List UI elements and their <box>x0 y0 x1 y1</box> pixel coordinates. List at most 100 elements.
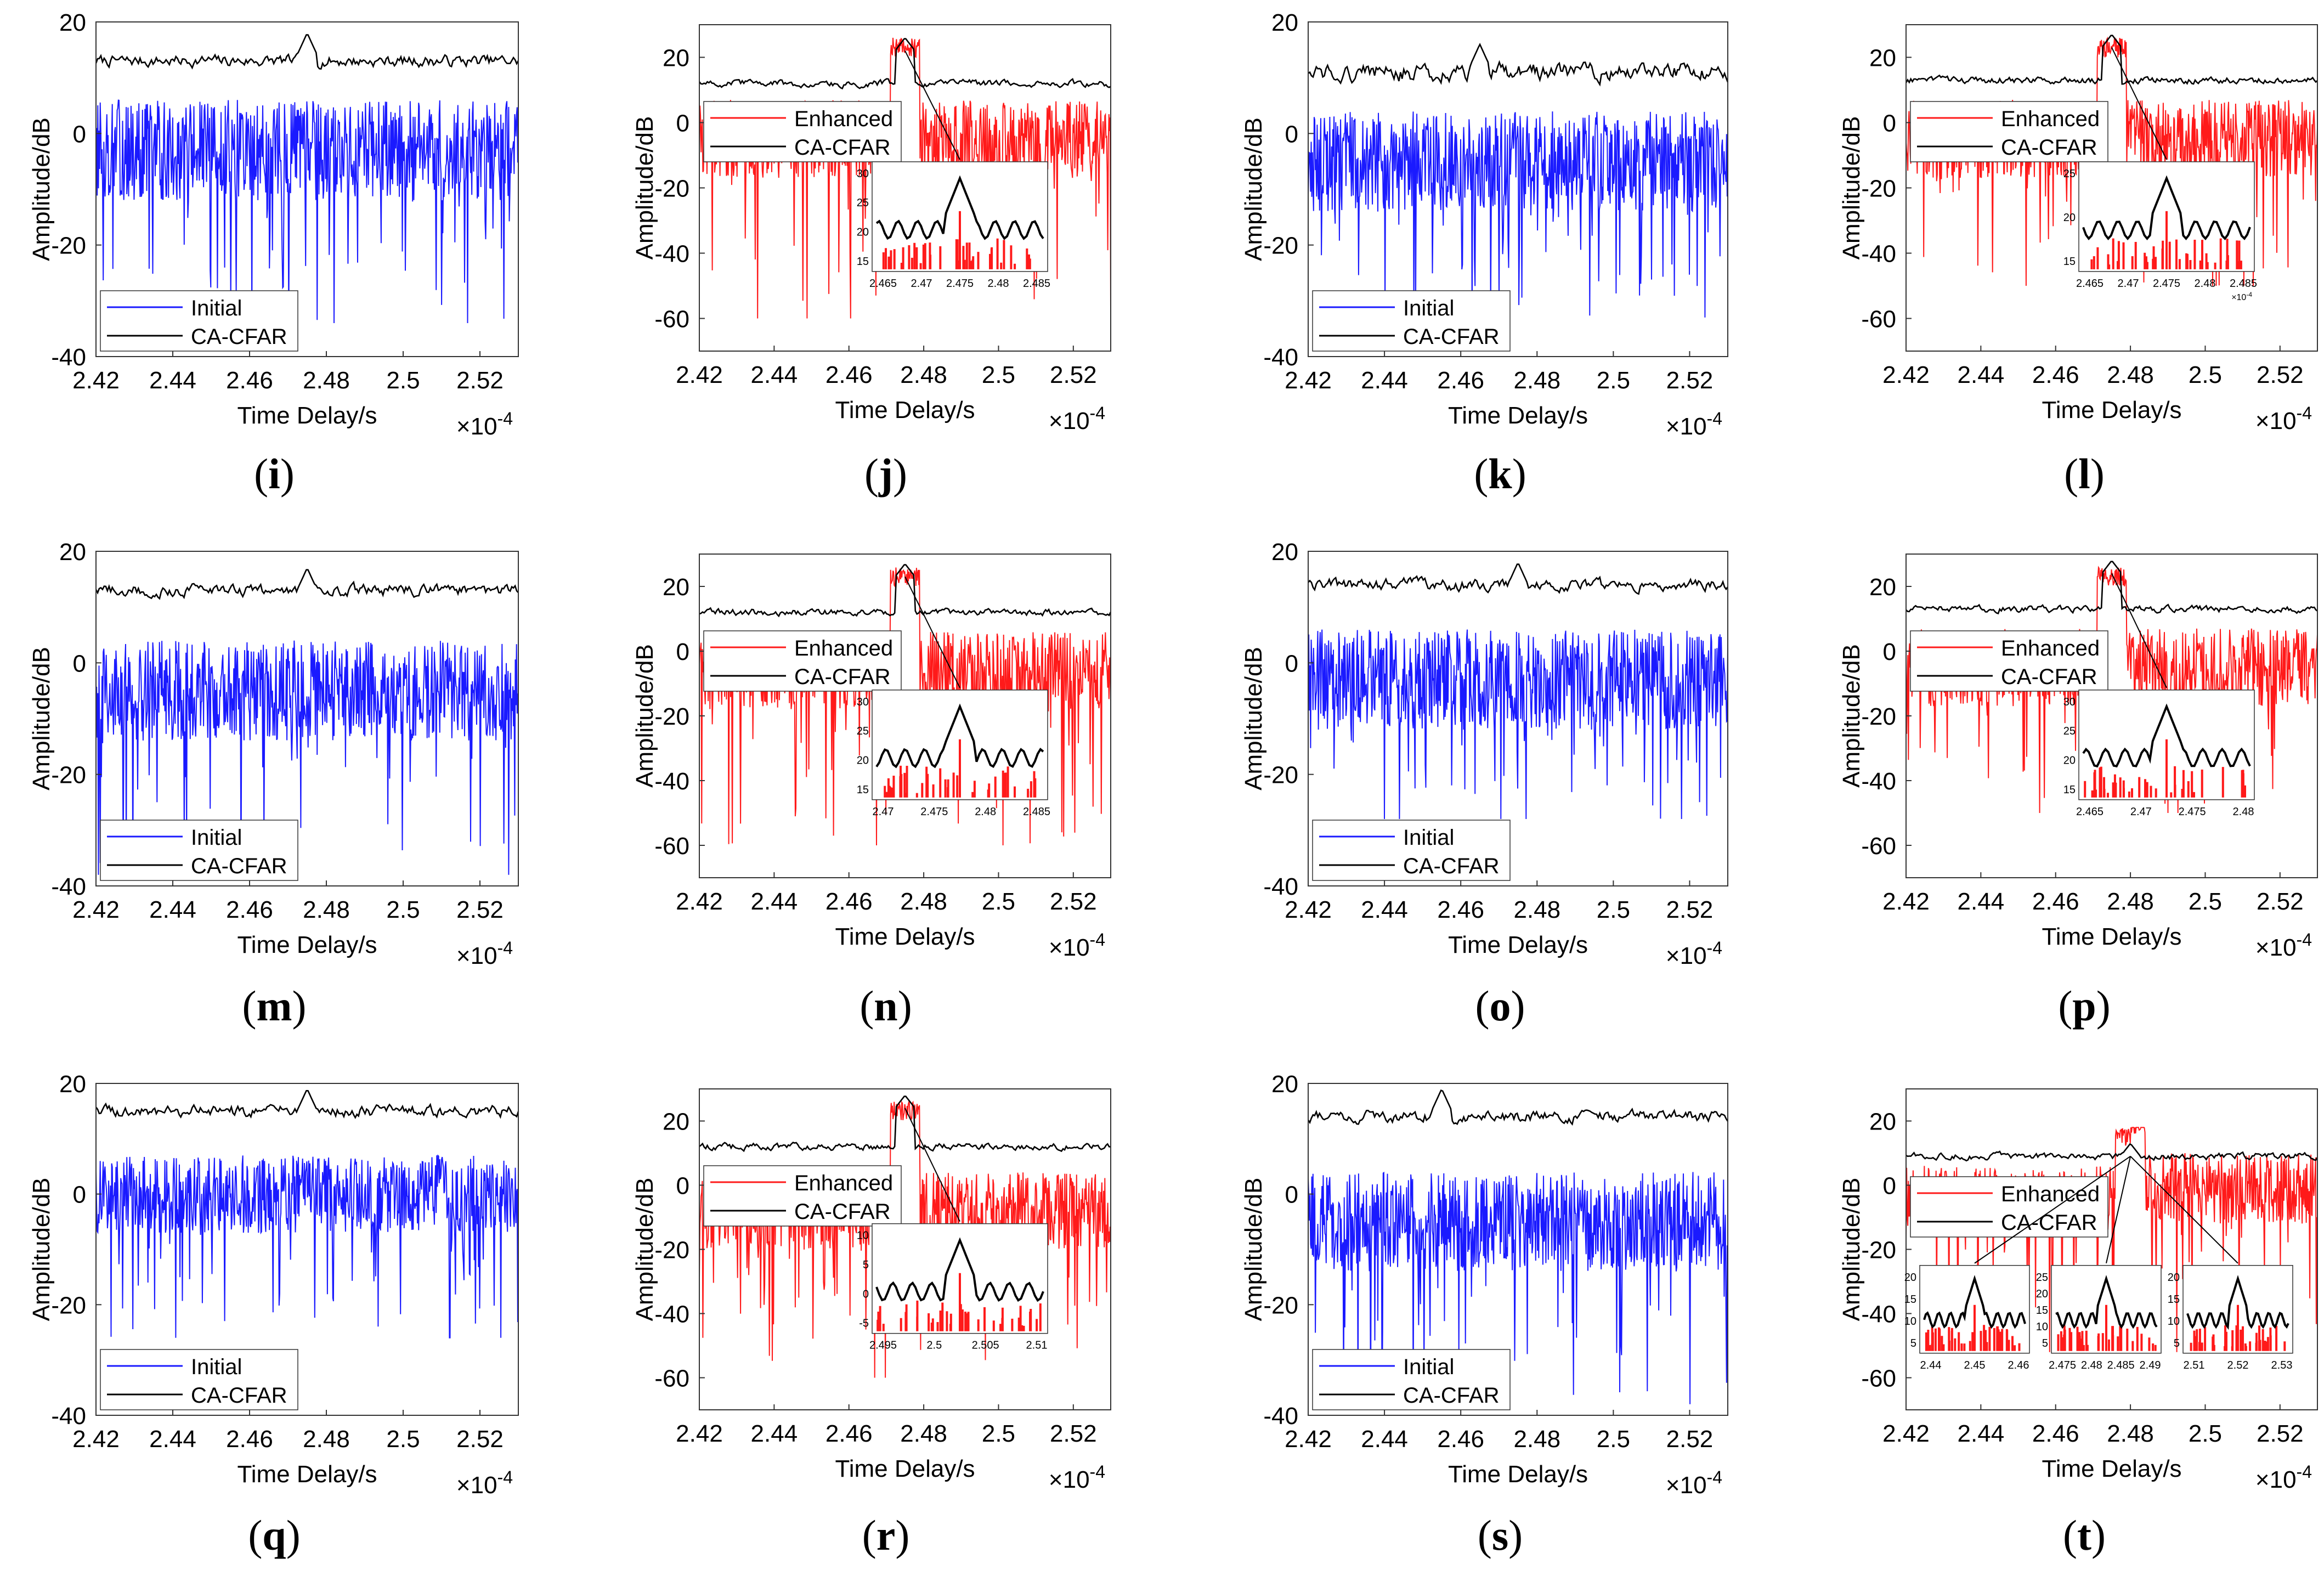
inset: 30 25 20 152.465 2.47 2.475 2.48 <box>2063 573 2255 818</box>
x-tick-label: 2.42 <box>676 1420 723 1447</box>
y-tick-label: 20 <box>59 9 86 36</box>
y-tick-label: 20 <box>1869 45 1896 72</box>
x-axis-label: Time Delay/s <box>1448 931 1588 958</box>
x-tick-label: 2.44 <box>751 888 798 915</box>
series-ca-cfar-line <box>1905 561 2318 615</box>
inset-enhanced-line <box>882 211 1031 269</box>
panel-caption: (t) <box>2063 1511 2106 1559</box>
inset-x-tick-label: 2.47 <box>911 278 932 290</box>
inset-x-tick-label: 2.485 <box>2107 1359 2135 1371</box>
legend-label: Enhanced <box>2001 107 2100 131</box>
x-tick-label: 2.42 <box>676 362 723 388</box>
panel-caption: (k) <box>1474 450 1526 498</box>
panel-q: 20 0 -20 -402.42 2.44 2.46 2.48 2.5 2.52 Time Del… <box>28 1071 519 1499</box>
inset-ca-cfar-line <box>2082 703 2251 768</box>
x-tick-label: 2.48 <box>900 1420 947 1447</box>
x-tick-label: 2.44 <box>1958 1420 2005 1447</box>
x-tick-label: 2.42 <box>72 367 120 394</box>
inset-x-tick-label: 2.48 <box>2195 278 2216 290</box>
x-axis-label: Time Delay/s <box>835 923 975 950</box>
legend-box <box>1312 1349 1511 1410</box>
legend-label: Initial <box>191 296 242 320</box>
y-tick-label: 0 <box>73 650 86 677</box>
legend-label: Enhanced <box>794 636 893 660</box>
y-tick-label: 20 <box>1869 1109 1896 1136</box>
series-ca-cfar-line <box>95 569 519 600</box>
series-initial-line <box>1308 1171 1728 1404</box>
legend-label: Enhanced <box>794 1171 893 1195</box>
x-tick-label: 2.42 <box>72 1426 120 1453</box>
y-tick-label: -20 <box>1263 233 1298 259</box>
x-tick-label: 2.42 <box>1882 888 1930 915</box>
y-tick-label: -20 <box>654 703 689 730</box>
inset-y-tick-label: 15 <box>857 256 869 268</box>
x-axis-label: Time Delay/s <box>237 931 377 958</box>
series-ca-cfar-line <box>1308 43 1729 87</box>
x-tick-label: 2.5 <box>2189 362 2222 388</box>
axes-box <box>1308 21 1728 357</box>
x-tick-label: 2.52 <box>1666 896 1714 923</box>
y-tick-label: -20 <box>654 176 689 202</box>
x-tick-label: 2.46 <box>2032 362 2079 388</box>
x-tick-label: 2.52 <box>1050 362 1097 388</box>
y-tick-label: -20 <box>51 1292 86 1319</box>
panel-r: 20 0 -20 -40 -60 2.42 2.44 2.46 2.48 2.5 2.52 Time … <box>631 1088 1111 1493</box>
y-tick-label: -20 <box>1861 1237 1896 1264</box>
x-exponent-label: ×10-4 <box>2255 930 2312 961</box>
y-tick-label: -60 <box>1861 306 1896 333</box>
legend-label: Enhanced <box>2001 636 2100 660</box>
x-tick-label: 2.48 <box>1513 1426 1560 1453</box>
y-tick-label: 0 <box>1883 110 1896 137</box>
series-ca-cfar-line <box>1308 563 1729 595</box>
legend-label: Enhanced <box>2001 1182 2100 1206</box>
legend-box <box>703 630 902 692</box>
x-exponent-label: ×10-4 <box>456 938 513 969</box>
y-axis-label: Amplitude/dB <box>631 644 658 788</box>
y-axis-label: Amplitude/dB <box>1838 644 1865 788</box>
y-axis-label: Amplitude/dB <box>1240 647 1267 790</box>
inset: 30 25 20 152.465 2.47 2.475 2.48 2.485 <box>857 50 1050 290</box>
panel-caption: (n) <box>860 982 912 1030</box>
y-tick-label: 0 <box>1285 121 1298 148</box>
x-exponent-label: ×10-4 <box>456 1467 513 1499</box>
series-ca-cfar-line <box>95 34 519 70</box>
legend-box <box>1312 290 1511 352</box>
x-tick-label: 2.5 <box>386 367 420 394</box>
y-tick-label: -40 <box>51 344 86 371</box>
x-tick-label: 2.42 <box>1285 1426 1332 1453</box>
inset-y-tick-label: 25 <box>2036 1272 2048 1284</box>
x-tick-label: 2.44 <box>751 362 798 388</box>
x-tick-label: 2.5 <box>982 362 1015 388</box>
x-tick-label: 2.52 <box>1666 367 1714 394</box>
inset-x-tick-label: 2.46 <box>2008 1359 2029 1371</box>
x-tick-label: 2.48 <box>303 1426 350 1453</box>
y-tick-label: -20 <box>51 762 86 789</box>
panel-caption: (s) <box>1477 1511 1523 1559</box>
x-axis-label: Time Delay/s <box>835 1455 975 1482</box>
x-tick-label: 2.52 <box>2257 362 2304 388</box>
x-tick-label: 2.5 <box>1597 1426 1630 1453</box>
inset-y-tick-label: -5 <box>859 1318 869 1330</box>
inset-y-tick-label: 20 <box>857 227 869 239</box>
x-tick-label: 2.44 <box>149 1426 196 1453</box>
y-tick-label: -40 <box>1263 344 1298 371</box>
axes-box <box>95 21 519 357</box>
x-exponent-label: ×10-4 <box>456 409 513 440</box>
inset-x-tick-label: 2.505 <box>972 1340 999 1352</box>
x-tick-label: 2.5 <box>982 1420 1015 1447</box>
inset-x-tick-label: 2.485 <box>1023 278 1050 290</box>
legend: Enhanced CA-CFAR <box>703 630 902 692</box>
inset-x-tick-label: 2.465 <box>869 278 897 290</box>
legend-label: CA-CFAR <box>2001 1211 2097 1235</box>
inset-enhanced-line <box>884 739 1037 798</box>
y-tick-label: -40 <box>1861 768 1896 795</box>
x-tick-label: 2.46 <box>2032 1420 2079 1447</box>
inset-enhanced-line <box>2190 1304 2286 1351</box>
legend: Initial CA-CFAR <box>1312 290 1511 352</box>
inset-y-tick-label: 5 <box>2042 1337 2048 1349</box>
legend-label: CA-CFAR <box>191 325 287 349</box>
x-axis-label: Time Delay/s <box>835 397 975 423</box>
inset-x-tick-label: 2.51 <box>2184 1359 2205 1371</box>
x-tick-label: 2.5 <box>1597 896 1630 923</box>
panel-l: 20 0 -20 -40 -60 2.42 2.44 2.46 2.48 2.5 2.52 Time … <box>1838 24 2318 434</box>
